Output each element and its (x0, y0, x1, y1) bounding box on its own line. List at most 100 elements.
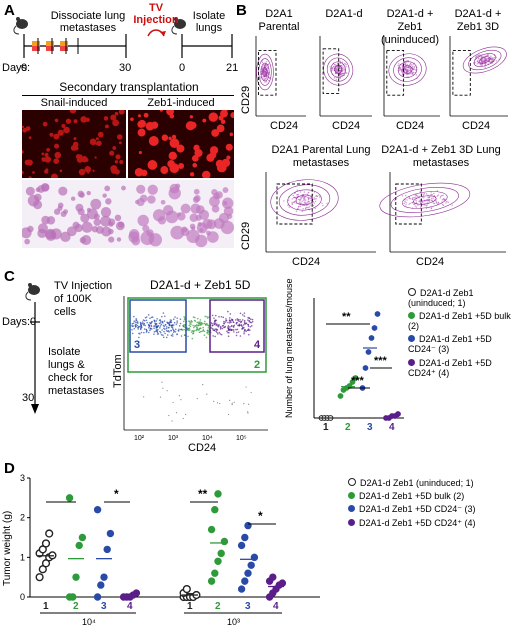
divider (22, 95, 234, 96)
mouse-icon (25, 283, 40, 301)
data-point (103, 545, 111, 554)
legend-item: D2A1-d Zeb1 +5D CD24⁻ (3) (348, 504, 476, 515)
legend-item: D2A1-d Zeb1 +5D bulk (2) (408, 311, 511, 331)
density-contour (334, 65, 343, 74)
data-point (395, 411, 401, 417)
panel-letter-a: A (4, 2, 15, 19)
gate (386, 49, 405, 96)
tick-label: 1 (20, 552, 25, 562)
data-point (237, 541, 246, 550)
flow-title: D2A1 Parental Lung metastases (271, 144, 371, 169)
data-point (371, 325, 378, 331)
data-point (217, 549, 225, 558)
density-contour (379, 182, 471, 218)
density-contour (462, 46, 507, 74)
data-point (337, 393, 344, 399)
cd24-axis-label: CD24 (396, 120, 425, 132)
gate-label: 3 (134, 339, 140, 351)
tick-label: 2 (20, 513, 25, 523)
mouse-icon (13, 17, 28, 35)
data-point (93, 506, 102, 514)
density-contour (262, 67, 268, 77)
tick-label: 2 (73, 601, 79, 612)
panel-letter-b: B (236, 2, 247, 19)
tdtom-axis-label: TdTom (112, 354, 124, 388)
gate (276, 183, 313, 225)
tick-label: 10⁴ (202, 435, 213, 442)
data-point (132, 589, 141, 597)
data-point (278, 579, 287, 587)
cd29-axis-label: CD29 (240, 221, 252, 250)
chart-ylabel: Number of lung metastases/mouse (284, 278, 294, 418)
density-contour (323, 53, 354, 86)
cd24-axis-label: CD24 (270, 120, 299, 132)
gate-2 (127, 297, 267, 373)
data-point (72, 573, 80, 581)
tick-label: 3 (245, 601, 251, 612)
tick-label: 3 (367, 422, 373, 433)
tick-label: 4 (273, 601, 279, 612)
tick-label: 4 (389, 422, 395, 433)
snail-label: Snail-induced (40, 97, 108, 109)
tick-label: 3 (101, 601, 107, 612)
cd24-axis-label: CD24 (188, 442, 217, 454)
data-point (211, 569, 219, 577)
data-point (214, 490, 222, 498)
significance-label: ** (198, 487, 208, 501)
gate (258, 49, 277, 96)
gate (322, 48, 340, 95)
group-label: 10³ (227, 617, 240, 627)
mouse-icon (171, 17, 186, 35)
data-point (365, 349, 372, 355)
significance-label: ** (342, 311, 351, 323)
day-tick: 21 (226, 62, 239, 74)
data-point (237, 585, 246, 593)
density-contour (390, 187, 459, 213)
data-point (247, 561, 255, 569)
data-point (78, 533, 87, 542)
tv-injection-text: TV Injection of 100K cells (54, 280, 113, 318)
data-point (65, 494, 74, 502)
density-contour (326, 57, 350, 82)
flow-title: D2A1-d (325, 8, 363, 20)
data-point (368, 335, 375, 341)
flow-events (394, 189, 453, 210)
panel-b: D2A1 Parental D2A1-d D2A1-d + Zeb1 (unin… (236, 0, 520, 268)
data-point (69, 593, 77, 601)
day-tick: 0 (179, 62, 186, 74)
cd24-axis-label: CD24 (416, 256, 445, 268)
data-point (374, 311, 381, 317)
data-point (100, 573, 108, 581)
tick-label: 10⁵ (236, 435, 247, 442)
day-tick: 30 (22, 392, 35, 404)
flow-title: D2A1 Parental (258, 8, 300, 33)
tick-label: 1 (43, 601, 49, 612)
density-contour (397, 61, 418, 78)
data-point (41, 539, 51, 548)
density-contour (270, 179, 339, 221)
density-contour (388, 53, 427, 86)
tick-label: 10² (134, 435, 145, 442)
data-point (352, 375, 359, 381)
tick-label: 2 (215, 601, 221, 612)
gate-4 (209, 299, 265, 353)
density-contour (468, 49, 502, 71)
tick-label: 1 (323, 422, 329, 433)
group-label: 10⁴ (82, 617, 96, 627)
density-contour (295, 194, 314, 206)
data-point (106, 529, 115, 538)
day-tick: 30 (119, 62, 132, 74)
cd24-axis-label: CD24 (462, 120, 491, 132)
cd24-axis-label: CD24 (332, 120, 361, 132)
data-point (35, 573, 44, 582)
legend-item: D2A1-d Zeb1 +5D bulk (2) (348, 491, 476, 501)
data-point (93, 593, 102, 601)
density-contour (401, 191, 448, 209)
chart-ylabel: Tumor weight (g) (2, 510, 13, 586)
tick-label: 10³ (168, 435, 179, 442)
legend-item: D2A1-d Zeb1 +5D CD24⁺ (4) (348, 518, 476, 529)
cd29-axis-label: CD29 (240, 85, 252, 114)
density-contour (413, 195, 437, 205)
flow-events (397, 59, 418, 80)
